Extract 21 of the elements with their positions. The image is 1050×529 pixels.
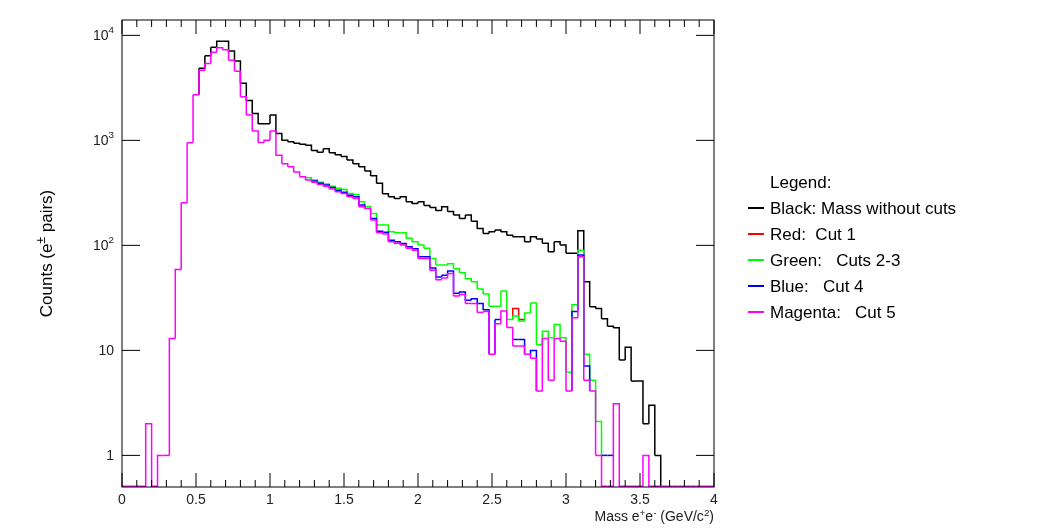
x-tick-label: 4 bbox=[710, 491, 719, 507]
x-tick-label: 2.5 bbox=[482, 491, 502, 507]
x-axis-title: Mass e$^{+}$e$^{-}$ (GeV/c$^{2}$) bbox=[594, 506, 714, 524]
y-tick-label: 1 bbox=[106, 447, 115, 464]
x-tick-label: 3 bbox=[562, 491, 571, 507]
legend-label: Green: Cuts 2-3 bbox=[770, 251, 901, 270]
legend-label: Black: Mass without cuts bbox=[770, 199, 957, 218]
y-tick-label: 10$^{3}$ bbox=[92, 129, 115, 149]
x-tick-label: 1 bbox=[266, 491, 275, 507]
legend-label: Red: Cut 1 bbox=[770, 225, 856, 244]
legend-title: Legend: bbox=[770, 173, 832, 192]
legend-label: Magenta: Cut 5 bbox=[770, 303, 896, 322]
y-tick-label: 10$^{2}$ bbox=[92, 234, 114, 254]
x-tick-label: 1.5 bbox=[334, 491, 354, 507]
x-tick-label: 0.5 bbox=[186, 491, 206, 507]
y-tick-label: 10 bbox=[98, 342, 115, 359]
x-tick-label: 2 bbox=[414, 491, 423, 507]
legend-label: Blue: Cut 4 bbox=[770, 277, 864, 296]
x-tick-label: 3.5 bbox=[630, 491, 650, 507]
y-tick-label: 10$^{4}$ bbox=[92, 24, 115, 44]
x-tick-label: 0 bbox=[118, 491, 127, 507]
